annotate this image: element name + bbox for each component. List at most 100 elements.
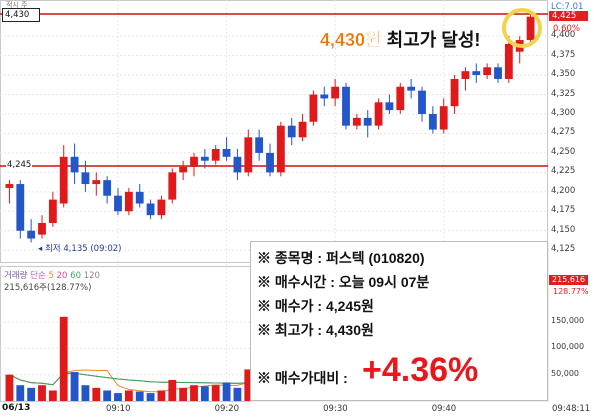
candles (5, 11, 535, 243)
ma60-label: 60 (70, 271, 81, 281)
candle-body (450, 78, 459, 107)
candle-body (396, 86, 405, 111)
candle-body (309, 94, 318, 122)
info-high-price: ※ 최고가 : 4,430원 (257, 322, 374, 338)
buy-line-label: 4,245 (6, 160, 33, 170)
current-volume-pct: 128.77% (553, 287, 589, 296)
low-marker-label: 최저 4,135 (09:02) (44, 244, 122, 254)
candle-body (168, 172, 177, 200)
volume-tick-label: 100,000 (551, 342, 585, 352)
ma-type: 단순 (30, 271, 46, 281)
volume-bar (48, 390, 57, 401)
candle-body (70, 156, 79, 173)
volume-bar (222, 382, 231, 401)
volume-bar (244, 369, 253, 401)
low-marker: ◂ 최저 4,135 (09:02) (38, 242, 122, 254)
candle-body (16, 184, 25, 231)
headline: 4,430원 최고가 달성! (320, 26, 481, 52)
price-tick-label: 4,375 (551, 49, 576, 60)
volume-bar (81, 385, 90, 401)
candle-body (146, 203, 155, 216)
candle-body (363, 117, 372, 126)
headline-price: 4,430원 (320, 30, 382, 50)
candle-body (374, 102, 383, 126)
info-stock-name: ※ 종목명 : 퍼스텍 (010820) (257, 250, 425, 266)
candle-body (266, 152, 274, 173)
candle-body (439, 106, 448, 130)
candle-body (38, 222, 46, 235)
info-buy-price: ※ 매수가 : 4,245원 (257, 298, 374, 314)
info-buy-time: ※ 매수시간 : 오늘 09시 07분 (257, 274, 430, 290)
volume-bar (38, 385, 46, 401)
candle-body (48, 199, 57, 223)
time-tick-label: 09:40 (431, 404, 457, 414)
volume-bar (124, 390, 133, 401)
volume-bar (103, 390, 112, 401)
candle-body (190, 156, 198, 167)
left-arrow-icon: ◂ (38, 244, 43, 254)
volume-bar (70, 372, 79, 401)
trade-info-box (250, 241, 548, 401)
price-tick-label: 4,250 (551, 146, 576, 157)
ma5-label: 5 (48, 271, 54, 281)
headline-text: 최고가 달성! (381, 30, 481, 50)
candle-body (244, 137, 253, 173)
candle-body (472, 71, 481, 76)
candle-body (385, 102, 394, 111)
volume-bar (16, 385, 25, 401)
candle-body (81, 172, 90, 185)
volume-header: 거래량 단순 5 20 60 120 (4, 269, 100, 281)
lc-label: LC:7.01 (551, 2, 584, 12)
candle-body (200, 156, 209, 161)
volume-tick-label: 50,000 (551, 368, 579, 378)
candle-body (255, 137, 264, 153)
candle-body (331, 86, 340, 99)
candle-body (494, 67, 502, 79)
volume-value-line: 215,616주(128.77%) (4, 283, 92, 293)
price-tick-label: 4,175 (551, 205, 576, 216)
highlight-circle (502, 8, 542, 48)
current-price-badge: 4,425 (549, 11, 588, 21)
candle-body (504, 43, 513, 79)
volume-bar (59, 316, 68, 401)
time-tick-label: 09:10 (106, 404, 131, 414)
volume-bar (157, 390, 166, 401)
candle-body (5, 184, 14, 188)
start-date: 06/13 (2, 403, 31, 413)
candle-body (27, 230, 36, 239)
candle-body (92, 180, 101, 185)
volume-tick-label: 150,000 (551, 316, 585, 326)
volume-bar (211, 385, 220, 401)
candle-body (222, 149, 231, 157)
ma120-label: 120 (83, 271, 100, 281)
volume-bar (200, 386, 209, 401)
price-tick-label: 4,300 (551, 107, 576, 118)
candle-body (483, 67, 492, 76)
candle-body (287, 125, 296, 138)
volume-bar (114, 393, 122, 401)
price-tick-label: 4,400 (551, 30, 576, 41)
candle-body (233, 156, 242, 173)
candle-body (276, 125, 285, 173)
current-change: 0.60% (553, 24, 581, 34)
candle-body (298, 121, 307, 138)
volume-bar (135, 391, 144, 401)
candle-body (157, 199, 166, 216)
end-time: 09:48:11 (552, 404, 591, 414)
ma20-label: 20 (56, 271, 68, 281)
price-tick-label: 4,125 (551, 244, 576, 255)
candle-body (428, 113, 437, 130)
candle-body (526, 16, 535, 41)
price-tick-label: 4,325 (551, 88, 576, 99)
price-gridlines (0, 35, 548, 251)
candle-body (352, 117, 361, 126)
candle-body (179, 166, 188, 173)
volume-bar (168, 379, 177, 401)
price-tick-label: 4,150 (551, 224, 576, 235)
candle-body (103, 180, 112, 196)
volume-bar (5, 374, 14, 401)
candle-body (124, 191, 133, 212)
volume-bar (179, 387, 188, 401)
info-compare-label: ※ 매수가대비 : (257, 370, 348, 386)
candle-body (342, 86, 350, 126)
